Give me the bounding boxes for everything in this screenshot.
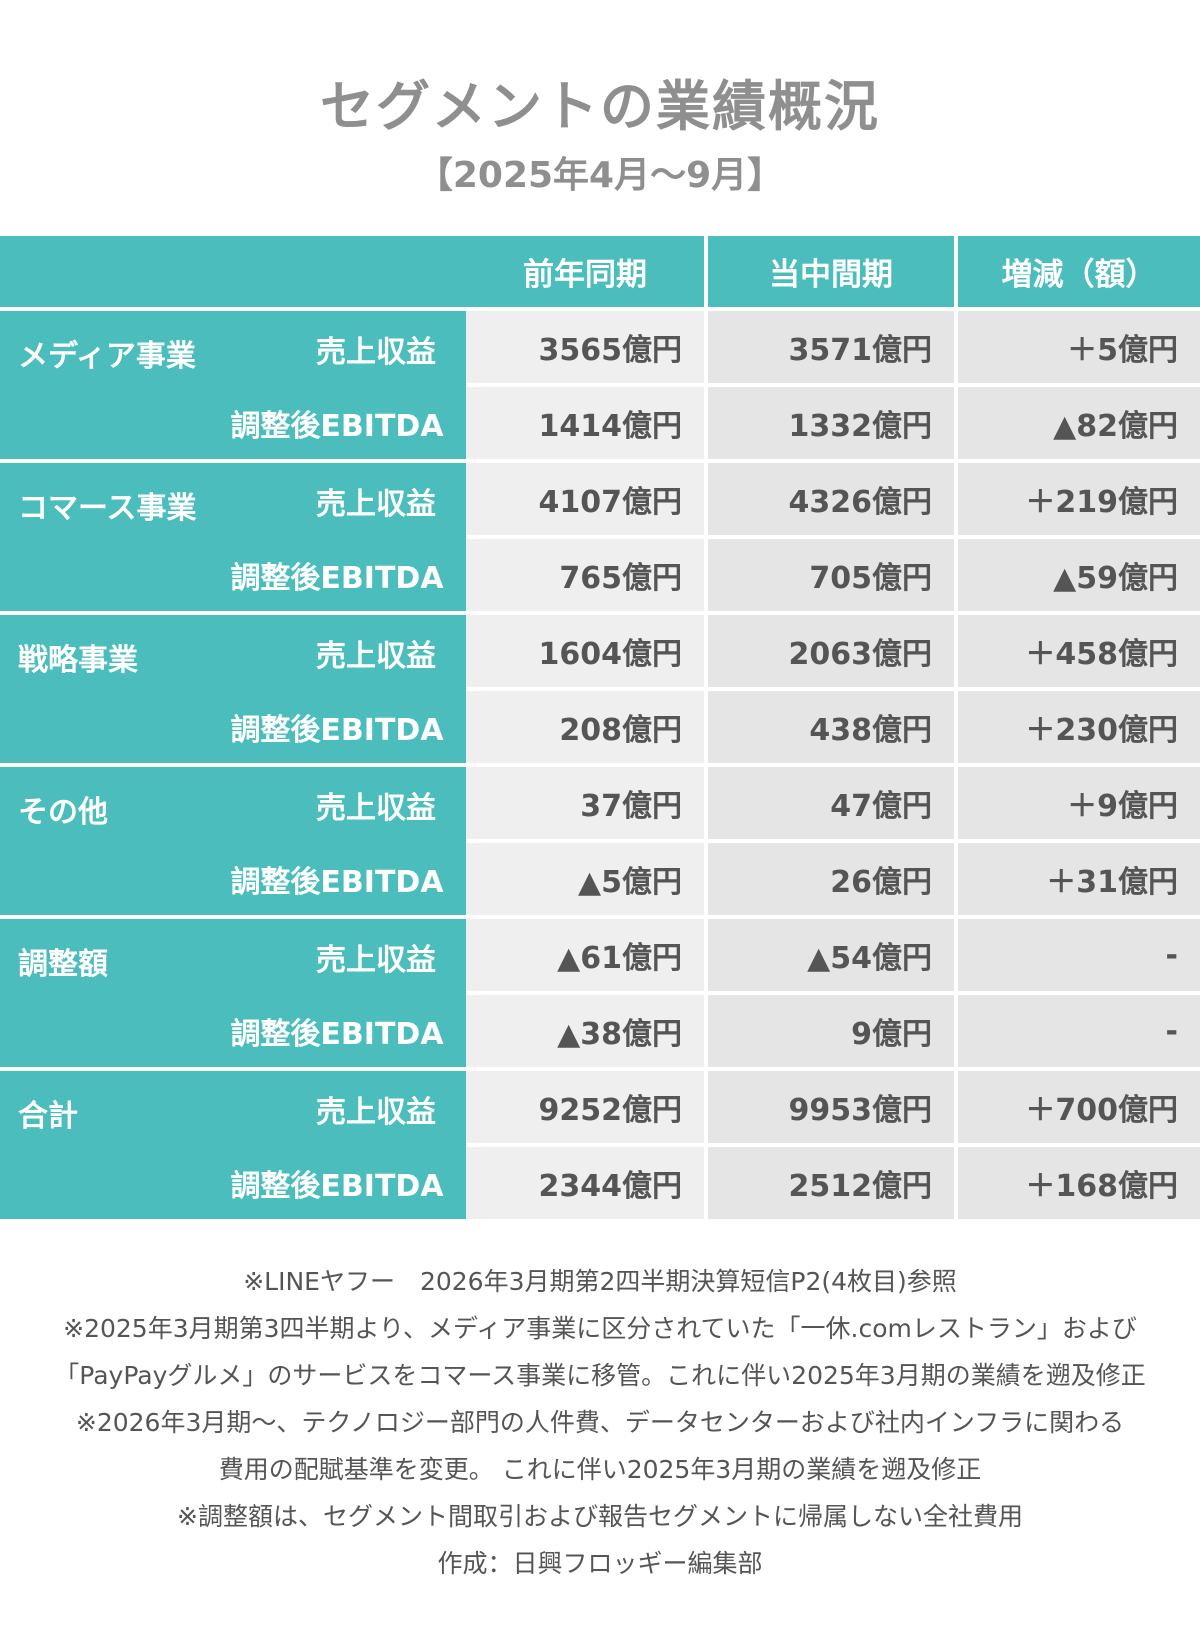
metric-label: 調整後EBITDA [208,843,466,919]
current-value: 438億円 [708,691,958,767]
prior-year-value: 1604億円 [466,615,708,691]
change-value: ＋230億円 [958,691,1200,767]
current-value: 705億円 [708,539,958,615]
metric-label: 調整後EBITDA [208,387,466,463]
footnote-line: ※調整額は、セグメント間取引および報告セグメントに帰属しない全社費用 [177,1502,1023,1531]
metric-label: 売上収益 [208,1071,466,1147]
footnote-line: ※2026年3月期〜、テクノロジー部門の人件費、データセンターおよび社内インフラ… [75,1408,1125,1437]
table-row: 調整後EBITDA 208億円 438億円 ＋230億円 [0,691,1200,767]
table-row: 戦略事業 売上収益 1604億円 2063億円 ＋458億円 [0,615,1200,767]
prior-year-value: 2344億円 [466,1147,708,1223]
table-row: 調整後EBITDA ▲38億円 9億円 - [0,995,1200,1071]
table-body: メディア事業 売上収益 3565億円 3571億円 ＋5億円 調整後EBITDA 1414億… [0,311,1200,1223]
current-value: 47億円 [708,767,958,843]
metric-label: 調整後EBITDA [208,1147,466,1223]
current-value: 4326億円 [708,463,958,539]
segment-name: 戦略事業 [0,615,208,767]
footnote-line: ※LINEヤフー 2026年3月期第2四半期決算短信P2(4枚目)参照 [243,1267,957,1296]
segment-name: メディア事業 [0,311,208,463]
metric-label: 調整後EBITDA [208,691,466,767]
change-value: ＋700億円 [958,1071,1200,1147]
footnote-credit: 作成：日興フロッギー編集部 [437,1549,763,1578]
prior-year-value: ▲38億円 [466,995,708,1071]
header-current-half: 当中間期 [708,236,958,311]
table-row: 合計 売上収益 9252億円 9953億円 ＋700億円 [0,1071,1200,1223]
current-value: 9億円 [708,995,958,1071]
table-row: 調整後EBITDA 2344億円 2512億円 ＋168億円 [0,1147,1200,1223]
current-value: 26億円 [708,843,958,919]
metric-label: 売上収益 [208,615,466,691]
segment-name: コマース事業 [0,463,208,615]
change-value: - [958,919,1200,995]
table-row: その他 売上収益 37億円 47億円 ＋9億円 [0,767,1200,919]
prior-year-value: 37億円 [466,767,708,843]
change-value: ＋31億円 [958,843,1200,919]
period-subtitle: 【2025年4月〜9月】 [416,155,784,196]
footnote-line: ※2025年3月期第3四半期より、メディア事業に区分されていた「一休.comレス… [63,1314,1137,1343]
current-value: 3571億円 [708,311,958,387]
change-value: - [958,995,1200,1071]
current-value: 1332億円 [708,387,958,463]
change-value: ＋458億円 [958,615,1200,691]
header-change: 増減（額） [958,236,1200,311]
table-header-row: 前年同期 当中間期 増減（額） [0,236,1200,311]
prior-year-value: ▲5億円 [466,843,708,919]
header-prior-year: 前年同期 [466,236,708,311]
metric-label: 売上収益 [208,767,466,843]
change-value: ＋9億円 [958,767,1200,843]
segment-name: 合計 [0,1071,208,1223]
prior-year-value: ▲61億円 [466,919,708,995]
current-value: 2063億円 [708,615,958,691]
table-row: 調整後EBITDA ▲5億円 26億円 ＋31億円 [0,843,1200,919]
table-row: 調整後EBITDA 765億円 705億円 ▲59億円 [0,539,1200,615]
change-value: ＋168億円 [958,1147,1200,1223]
prior-year-value: 4107億円 [466,463,708,539]
footnote-line: 「PayPayグルメ」のサービスをコマース事業に移管。これに伴い2025年3月期… [54,1361,1146,1390]
footnote-line: 費用の配賦基準を変更。 これに伴い2025年3月期の業績を遡及修正 [218,1455,982,1484]
table-row: 調整後EBITDA 1414億円 1332億円 ▲82億円 [0,387,1200,463]
prior-year-value: 3565億円 [466,311,708,387]
page-title: セグメントの業績概況 [320,75,880,138]
metric-label: 調整後EBITDA [208,995,466,1071]
segment-results-table: 前年同期 当中間期 増減（額） メディア事業 売上収益 3565億円 3571億円 ＋5… [0,236,1200,1223]
metric-label: 売上収益 [208,311,466,387]
metric-label: 売上収益 [208,919,466,995]
current-value: 2512億円 [708,1147,958,1223]
prior-year-value: 765億円 [466,539,708,615]
prior-year-value: 208億円 [466,691,708,767]
prior-year-value: 1414億円 [466,387,708,463]
metric-label: 売上収益 [208,463,466,539]
table-row: メディア事業 売上収益 3565億円 3571億円 ＋5億円 [0,311,1200,463]
change-value: ▲59億円 [958,539,1200,615]
change-value: ＋5億円 [958,311,1200,387]
table-row: 調整額 売上収益 ▲61億円 ▲54億円 - [0,919,1200,1071]
current-value: 9953億円 [708,1071,958,1147]
current-value: ▲54億円 [708,919,958,995]
footnotes: ※LINEヤフー 2026年3月期第2四半期決算短信P2(4枚目)参照 ※202… [0,1258,1200,1587]
segment-name: その他 [0,767,208,919]
segment-name: 調整額 [0,919,208,1071]
change-value: ＋219億円 [958,463,1200,539]
table-row: コマース事業 売上収益 4107億円 4326億円 ＋219億円 [0,463,1200,615]
prior-year-value: 9252億円 [466,1071,708,1147]
header-blank [0,236,466,311]
change-value: ▲82億円 [958,387,1200,463]
metric-label: 調整後EBITDA [208,539,466,615]
